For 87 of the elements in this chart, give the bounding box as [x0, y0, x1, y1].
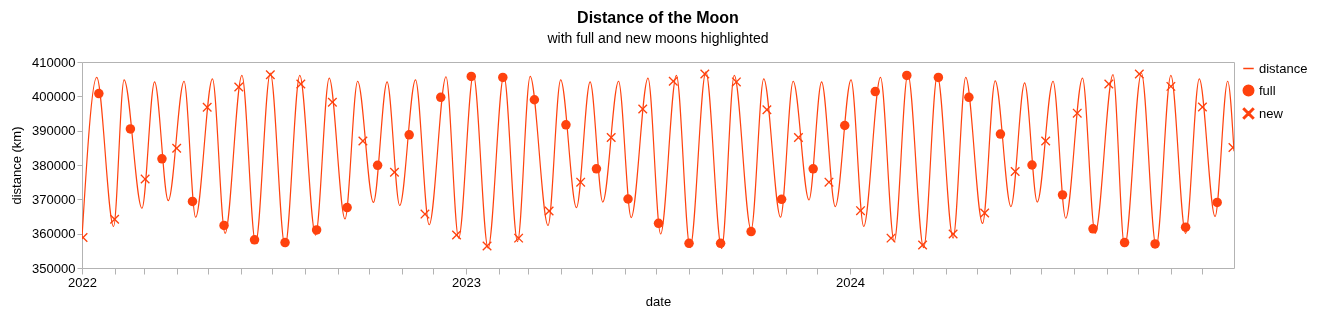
- point: [125, 124, 136, 134]
- y-tick-label: 370000: [32, 191, 76, 207]
- point: [1150, 239, 1160, 249]
- point: [561, 120, 571, 130]
- point: [964, 92, 974, 103]
- point: [1088, 224, 1098, 234]
- point: [995, 129, 1006, 139]
- point: [824, 177, 834, 187]
- point: [219, 220, 229, 231]
- point: [249, 235, 260, 245]
- point: [762, 104, 772, 115]
- point: [1027, 160, 1037, 170]
- chart-subtitle: with full and new moons highlighted: [546, 30, 769, 46]
- y-tick-label: 360000: [32, 226, 76, 242]
- point: [420, 209, 430, 219]
- point: [529, 95, 540, 105]
- point: [948, 229, 958, 239]
- point: [1166, 81, 1176, 92]
- point: [1104, 79, 1114, 89]
- line-series: [82, 71, 1234, 250]
- point: [1180, 222, 1191, 232]
- point: [436, 92, 446, 103]
- point: [171, 143, 182, 153]
- legend-label: full: [1259, 82, 1276, 98]
- point: [917, 240, 928, 250]
- point: [840, 120, 850, 131]
- point: [342, 202, 352, 213]
- point: [157, 154, 167, 164]
- point: [979, 208, 990, 218]
- x-tick-label: 2023: [452, 274, 481, 290]
- point: [280, 237, 290, 248]
- point: [808, 164, 818, 174]
- y-tick-label: 380000: [32, 157, 76, 173]
- point: [202, 102, 212, 113]
- point: [140, 174, 150, 184]
- point: [746, 226, 756, 237]
- point: [902, 70, 912, 81]
- y-tick-label: 350000: [32, 260, 76, 276]
- point: [1072, 108, 1082, 118]
- point: [513, 233, 524, 243]
- point: [575, 177, 586, 187]
- x-axis-title: date: [645, 293, 672, 309]
- point: [1010, 166, 1020, 177]
- point: [327, 97, 338, 107]
- point: [653, 218, 664, 229]
- point: [591, 164, 602, 174]
- point: [1212, 197, 1222, 208]
- point: [296, 79, 306, 89]
- point: [109, 214, 120, 224]
- point: [94, 88, 104, 99]
- point: [606, 132, 616, 143]
- x-tick-label: 2024: [836, 274, 865, 290]
- point: [358, 136, 368, 146]
- point: [1197, 102, 1208, 112]
- point: [544, 206, 554, 216]
- point: [715, 238, 726, 249]
- point: [389, 167, 400, 177]
- point: [731, 77, 742, 87]
- point: [311, 225, 322, 235]
- y-tick-label: 400000: [32, 88, 76, 104]
- y-axis-title: distance (km): [9, 126, 25, 205]
- point: [451, 230, 462, 240]
- point: [1040, 136, 1051, 146]
- point: [1134, 69, 1145, 79]
- point: [684, 238, 694, 249]
- point: [1119, 237, 1130, 248]
- point: [234, 82, 244, 92]
- y-tick-label: 390000: [32, 123, 76, 139]
- x-tick-label: 2022: [68, 274, 97, 290]
- point: [638, 104, 648, 114]
- point: [870, 86, 880, 97]
- point: [187, 196, 198, 207]
- point: [372, 160, 383, 171]
- point: [404, 130, 414, 140]
- y-tick-label: 410000: [32, 54, 76, 70]
- point: [1057, 190, 1068, 200]
- point: [933, 72, 944, 83]
- point: [700, 69, 710, 79]
- chart-title: Distance of the Moon: [577, 9, 739, 26]
- point: [776, 194, 787, 205]
- legend-label: new: [1259, 105, 1284, 121]
- point: [886, 233, 896, 243]
- point: [466, 71, 476, 82]
- point: [623, 194, 633, 204]
- legend-label: distance: [1259, 60, 1308, 76]
- point: [498, 72, 508, 83]
- point: [855, 205, 866, 216]
